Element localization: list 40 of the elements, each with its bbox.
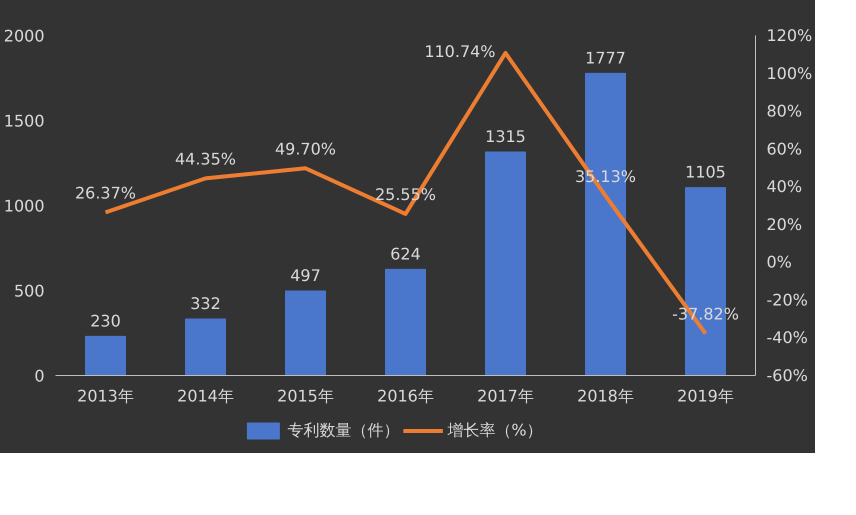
x-tick-label: 2016年 bbox=[377, 386, 434, 406]
data-label: 230 bbox=[90, 311, 121, 330]
y-tick-label: 500 bbox=[14, 282, 45, 300]
data-label: 1777 bbox=[585, 48, 626, 68]
y2-tick-label: 20% bbox=[766, 214, 802, 234]
bar bbox=[385, 268, 426, 376]
data-label: 497 bbox=[290, 266, 321, 286]
bar bbox=[285, 290, 326, 376]
data-label: 332 bbox=[190, 294, 221, 314]
y2-tick-label: -40% bbox=[766, 328, 808, 348]
bar bbox=[185, 318, 226, 376]
y2-tick-label: 120% bbox=[766, 26, 812, 45]
y2-tick-label: -60% bbox=[766, 366, 808, 385]
x-tick-label: 2014年 bbox=[177, 386, 234, 406]
x-tick-label: 2017年 bbox=[477, 386, 534, 406]
y-tick-label: 2000 bbox=[4, 26, 44, 46]
y2-tick-label: 60% bbox=[766, 139, 802, 158]
y2-tick-label: 100% bbox=[766, 64, 812, 83]
data-label: 1315 bbox=[485, 126, 526, 146]
bar bbox=[485, 151, 526, 376]
y2-tick-label: -20% bbox=[766, 290, 808, 310]
x-tick-label: 2013年 bbox=[77, 386, 134, 406]
bar bbox=[85, 336, 126, 376]
x-tick-label: 2018年 bbox=[577, 386, 634, 406]
y2-tick-label: 0% bbox=[766, 252, 792, 272]
y-tick-label: 1000 bbox=[4, 196, 44, 216]
y-tick-label: 0 bbox=[34, 366, 45, 386]
legend-label: 增长率（%） bbox=[447, 420, 543, 441]
data-label: 110.74% bbox=[424, 42, 496, 61]
x-tick-label: 2019年 bbox=[677, 386, 734, 406]
data-label: 624 bbox=[390, 244, 421, 264]
y-tick-label: 1500 bbox=[4, 112, 44, 130]
y2-tick-label: 40% bbox=[766, 177, 802, 196]
data-label: 1105 bbox=[685, 162, 726, 182]
data-label: 44.35% bbox=[174, 149, 236, 168]
y2-tick-label: 80% bbox=[766, 102, 802, 121]
data-label: 49.70% bbox=[274, 139, 336, 158]
data-label: 26.37% bbox=[74, 183, 136, 202]
x-tick-label: 2015年 bbox=[277, 386, 334, 406]
legend-label: 专利数量（件） bbox=[287, 420, 400, 441]
